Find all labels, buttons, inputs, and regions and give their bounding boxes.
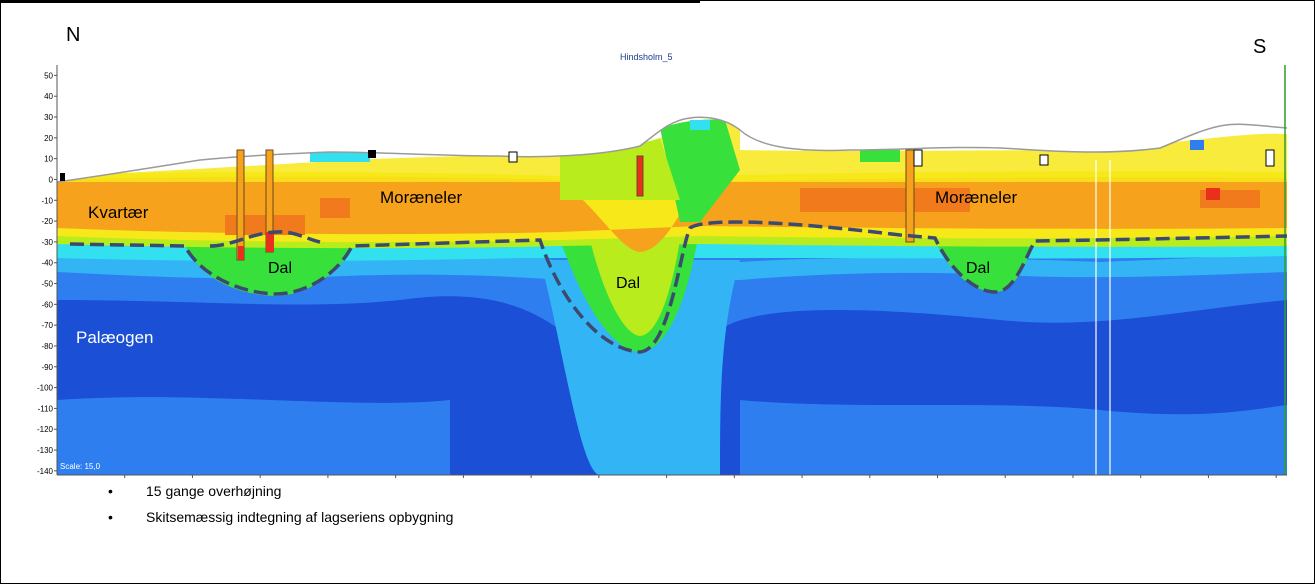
borehole-8-marker	[1265, 149, 1275, 167]
surface-green-patch	[860, 150, 900, 162]
dal-label-2: Dal	[616, 275, 640, 292]
dark-orange-patch-1	[225, 215, 305, 235]
note-item: Skitsemæssig indtegning af lagseriens op…	[108, 504, 453, 530]
notes-list: 15 gange overhøjning Skitsemæssig indteg…	[108, 478, 453, 530]
surface-cyan-patch-2	[690, 120, 710, 130]
y-tick-label: 40	[44, 92, 53, 101]
borehole-1	[236, 149, 245, 261]
blue-lower-right	[740, 400, 1287, 475]
borehole-3	[636, 155, 644, 197]
palaeogen-label: Palæogen	[76, 328, 154, 347]
y-axis: 50 40 30 20 10 0 -10 -20 -30 -40 -50 -60 -70 -80 -90 -1…	[37, 71, 57, 476]
borehole-4	[905, 149, 915, 243]
y-tick-label: -100	[37, 384, 54, 393]
y-tick-label: -120	[37, 425, 54, 434]
y-tick-label: 20	[44, 134, 53, 143]
valley-2-core	[590, 240, 680, 336]
quaternary-orange	[57, 176, 1287, 252]
y-tick-label: -40	[41, 259, 53, 268]
dark-orange-patch-2	[320, 198, 350, 218]
borehole-6-marker	[508, 151, 518, 163]
surface-green-ridge	[660, 119, 740, 222]
borehole-4-marker	[913, 149, 923, 167]
y-tick-label: 10	[44, 155, 53, 164]
borehole-9-marker	[60, 173, 65, 181]
light-blue-channel	[540, 260, 740, 475]
boundary-dashed-line	[69, 220, 1288, 354]
y-tick-label: -20	[41, 217, 53, 226]
moraeneler-label-2: Moræneler	[935, 188, 1018, 207]
valley-3-fill	[935, 240, 1035, 292]
red-patch	[1206, 188, 1220, 200]
dark-orange-patch-3	[800, 188, 970, 212]
dal-label-1: Dal	[268, 260, 292, 277]
y-tick-label: -60	[41, 300, 53, 309]
resistivity-profile: Kvartær Moræneler Moræneler Dal Dal Dal …	[37, 65, 1288, 490]
note-item: 15 gange overhøjning	[108, 478, 453, 504]
dal-label-3: Dal	[966, 260, 990, 277]
south-label: S	[1253, 36, 1267, 58]
y-tick-label: -130	[37, 446, 54, 455]
north-label: N	[66, 24, 81, 46]
borehole-2-base	[266, 232, 274, 252]
borehole-5-marker	[368, 150, 376, 158]
blue-lower-left	[57, 397, 450, 475]
boreholes	[60, 149, 1275, 261]
profile-title: Hindsholm_5	[620, 52, 673, 62]
y-tick-label: 30	[44, 113, 53, 122]
borehole-1-base	[238, 246, 244, 260]
air-above-terrain	[57, 65, 1287, 182]
y-tick-label: 50	[44, 71, 53, 80]
surface-blue-patch	[1190, 140, 1204, 150]
moraeneler-label-1: Moræneler	[380, 188, 463, 207]
kvartaer-label: Kvartær	[88, 203, 149, 222]
borehole-7-marker	[1039, 154, 1049, 166]
y-tick-label: -10	[41, 196, 53, 205]
y-tick-label: -30	[41, 238, 53, 247]
top-rule	[0, 0, 700, 3]
boundary-dashed-arc	[209, 230, 321, 248]
y-tick-label: 0	[49, 175, 54, 184]
y-tick-label: -80	[41, 342, 53, 351]
y-tick-label: -140	[37, 467, 54, 476]
resistivity-layers	[57, 65, 1287, 475]
y-tick-label: -50	[41, 280, 53, 289]
scale-label: Scale: 15,0	[60, 462, 101, 471]
y-tick-label: -90	[41, 363, 53, 372]
y-tick-label: -70	[41, 321, 53, 330]
terrain-line	[57, 116, 1287, 183]
y-tick-label: -110	[38, 404, 54, 413]
